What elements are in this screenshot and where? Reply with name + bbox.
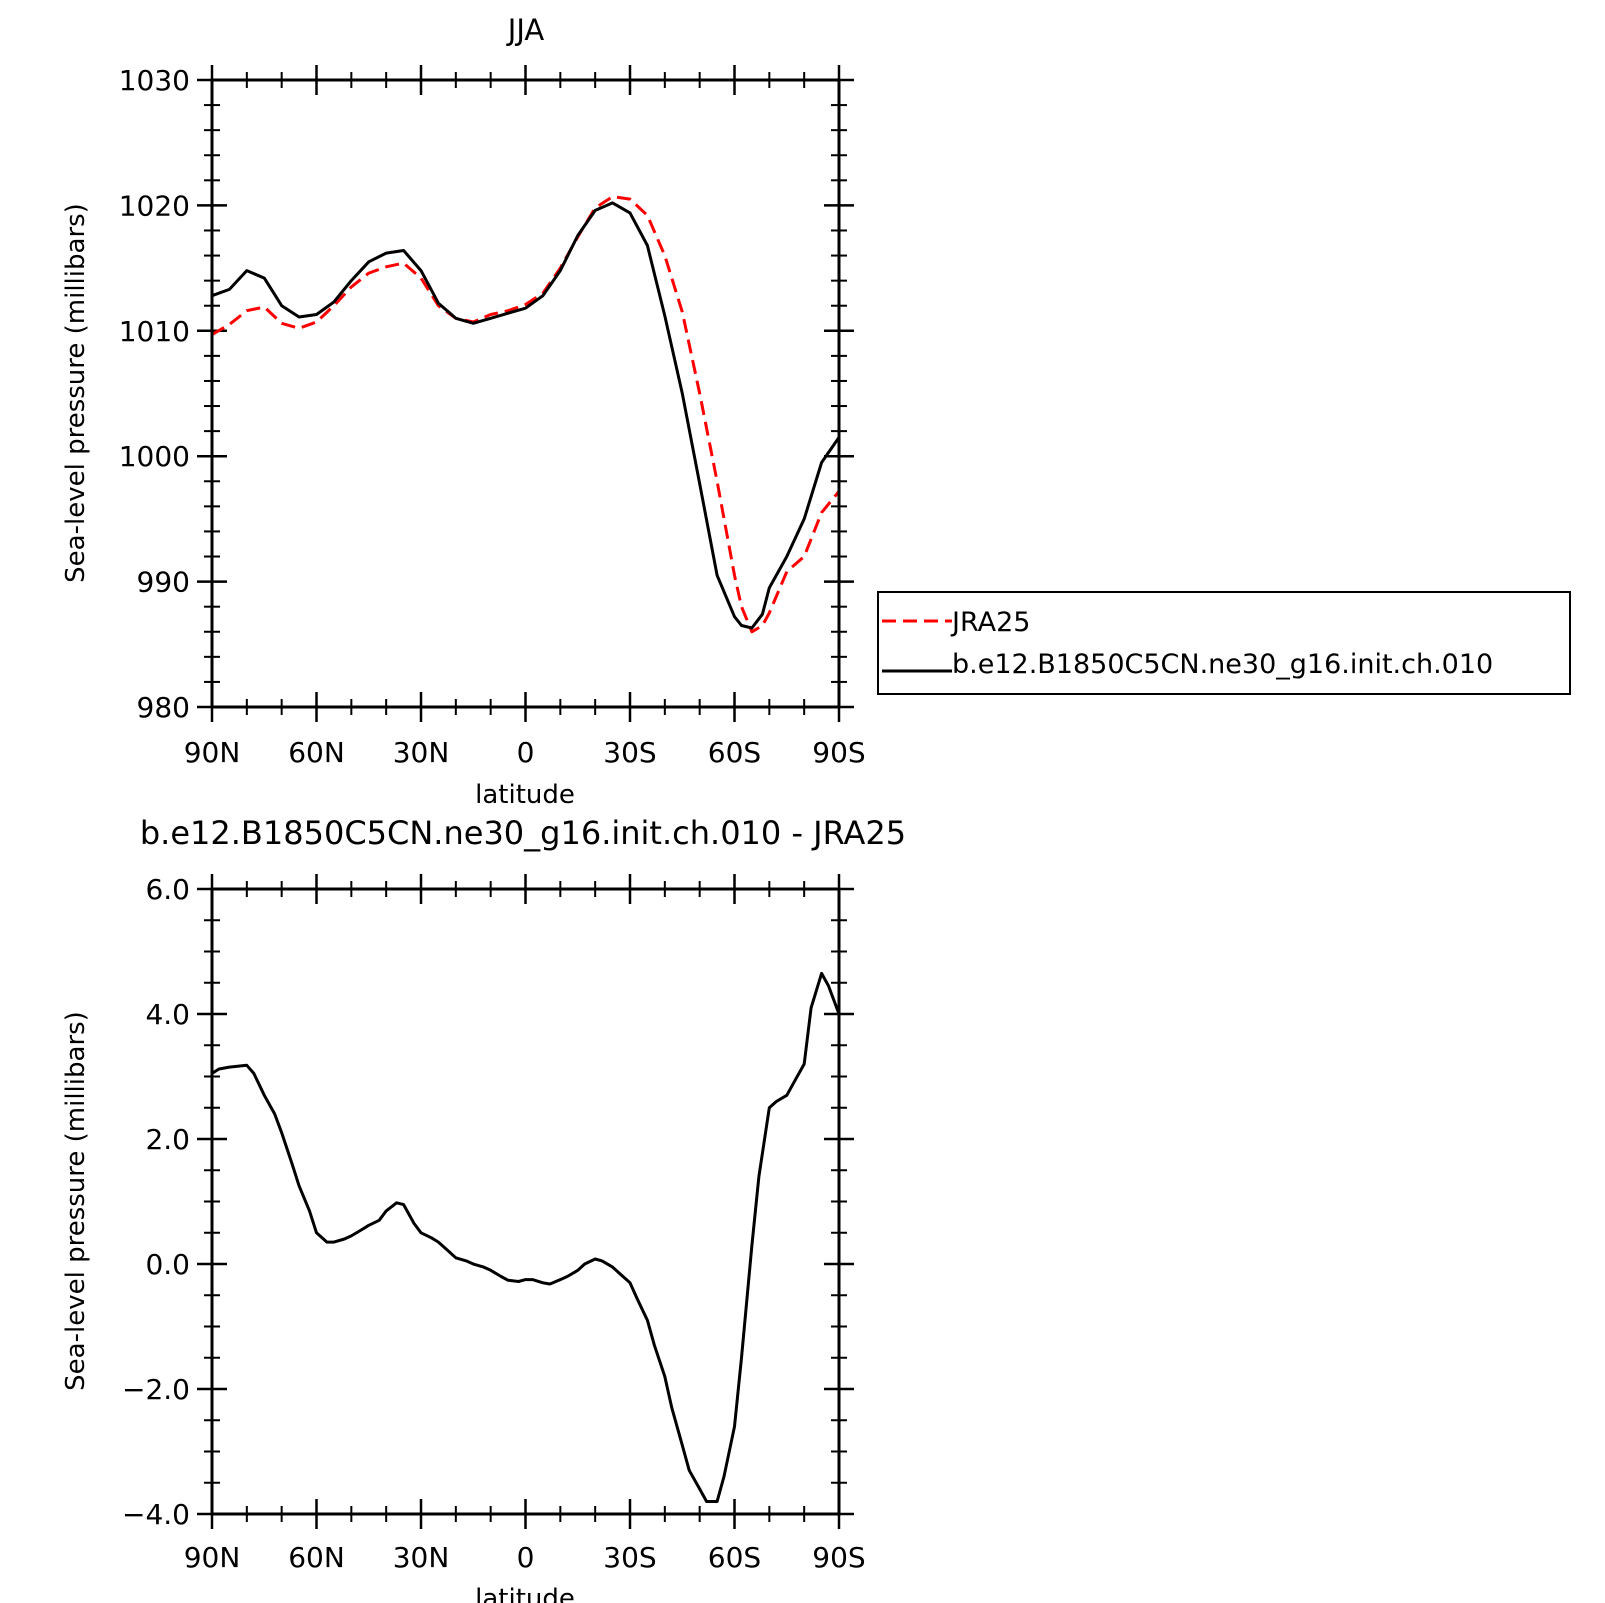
x-tick-label: 30S	[603, 736, 656, 769]
y-tick-label: 6.0	[145, 873, 190, 906]
y-tick-label: 1010	[119, 315, 190, 348]
y-axis-label: Sea-level pressure (millibars)	[61, 1011, 91, 1391]
x-tick-label: 60N	[288, 1541, 345, 1574]
series-lines	[211, 195, 841, 634]
legend-label-model: b.e12.B1850C5CN.ne30_g16.init.ch.010	[952, 649, 1493, 680]
y-tick-labels: 980 990 1000 1010 1020 1030	[119, 64, 190, 724]
plot-frame	[210, 887, 841, 1516]
legend-label-jra25: JRA25	[950, 607, 1030, 638]
y-tick-label: 2.0	[145, 1123, 190, 1156]
x-tick-label: 90S	[812, 1541, 865, 1574]
x-tick-label: 60S	[708, 1541, 761, 1574]
y-tick-label: 1030	[119, 64, 190, 97]
y-tick-label: 4.0	[145, 998, 190, 1031]
x-tick-label: 30N	[393, 736, 450, 769]
x-tick-labels: 90N 60N 30N 0 30S 60S 90S	[184, 1541, 866, 1574]
y-tick-label: 980	[137, 691, 190, 724]
series-line-jra25	[211, 195, 841, 634]
x-axis-label: latitude	[475, 1584, 575, 1603]
x-tick-labels: 90N 60N 30N 0 30S 60S 90S	[184, 736, 866, 769]
legend-box	[877, 591, 1571, 695]
chart-title: b.e12.B1850C5CN.ne30_g16.init.ch.010 - J…	[140, 814, 906, 852]
y-tick-label: −4.0	[122, 1498, 190, 1531]
x-tick-label: 30S	[603, 1541, 656, 1574]
x-tick-label: 90N	[184, 736, 241, 769]
chart-title: JJA	[506, 13, 545, 47]
plot-frame	[210, 78, 841, 709]
y-tick-label: 990	[137, 566, 190, 599]
x-tick-label: 60S	[708, 736, 761, 769]
y-axis-label: Sea-level pressure (millibars)	[61, 203, 91, 583]
series-line-difference	[211, 971, 841, 1503]
y-tick-label: 1020	[119, 189, 190, 222]
chart-difference: b.e12.B1850C5CN.ne30_g16.init.ch.010 - J…	[61, 814, 906, 1603]
series-line-b-e12-b1850c5cn-ne30-g16-init-ch-010	[211, 201, 841, 630]
series-lines	[211, 971, 841, 1503]
chart-jja: JJA 980 990 1000 1010 1020 1030 90N 60N 30N 0 30S…	[61, 13, 1571, 810]
y-tick-label: −2.0	[122, 1373, 190, 1406]
x-tick-label: 90S	[812, 736, 865, 769]
x-tick-label: 60N	[288, 736, 345, 769]
y-tick-label: 1000	[119, 440, 190, 473]
x-tick-label: 90N	[184, 1541, 241, 1574]
y-tick-labels: −4.0 −2.0 0.0 2.0 4.0 6.0	[122, 873, 190, 1531]
x-tick-label: 0	[517, 1541, 535, 1574]
x-axis-label: latitude	[475, 780, 575, 810]
legend: JRA25 b.e12.B1850C5CN.ne30_g16.init.ch.0…	[877, 591, 1571, 695]
x-tick-label: 0	[517, 736, 535, 769]
y-tick-label: 0.0	[145, 1248, 190, 1281]
x-tick-label: 30N	[393, 1541, 450, 1574]
